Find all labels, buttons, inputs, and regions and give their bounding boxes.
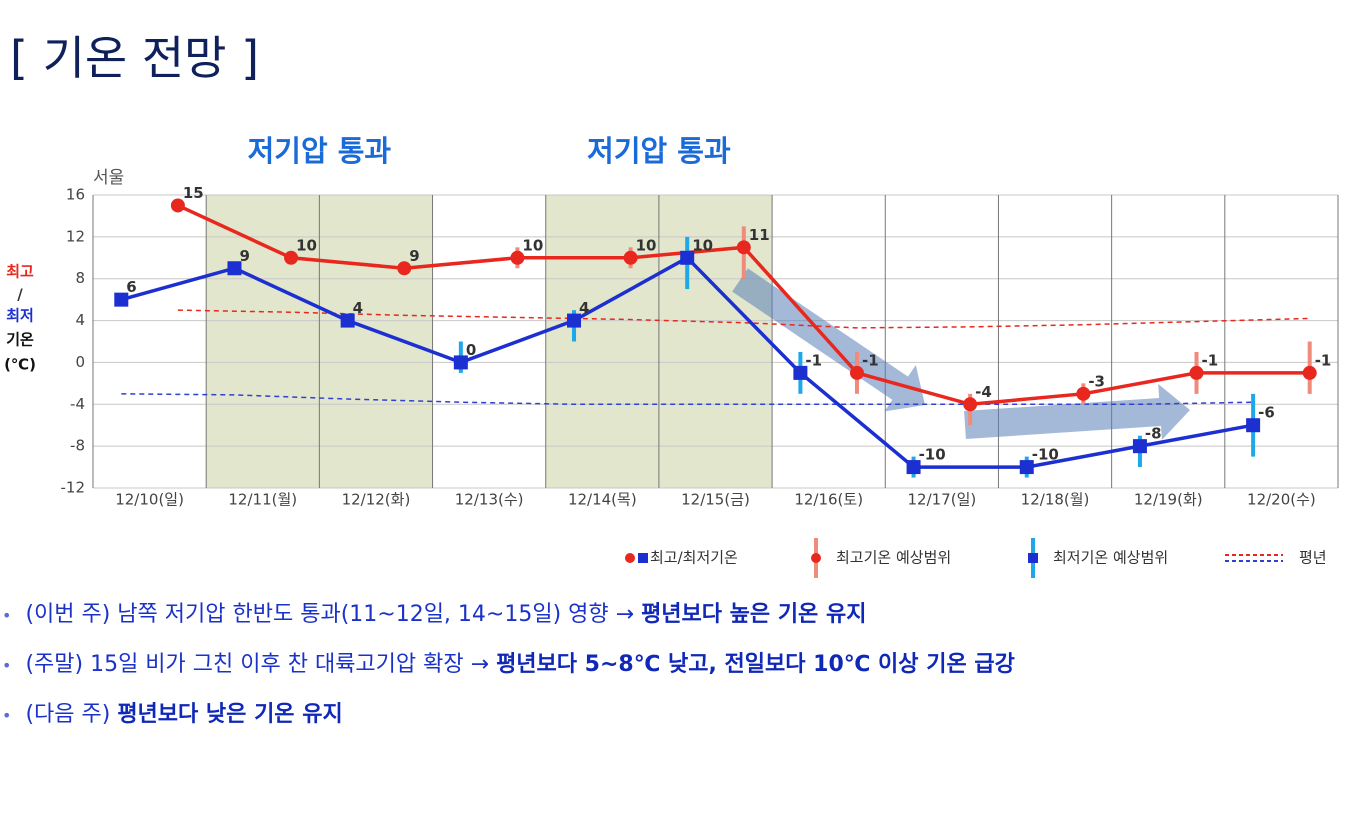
data-label: 11 <box>749 226 770 244</box>
point <box>1019 460 1034 475</box>
point <box>963 397 978 412</box>
x-tick-label: 12/11(월) <box>228 491 297 509</box>
bullet: (주말) 15일 비가 그친 이후 찬 대륙고기압 확장 → 평년보다 5~8℃… <box>0 646 1015 696</box>
bullet-text: (다음 주) <box>25 702 118 727</box>
data-label: -1 <box>862 351 879 369</box>
point <box>849 365 864 380</box>
point <box>284 250 299 265</box>
data-label: 10 <box>522 236 543 254</box>
x-tick-label: 12/19(화) <box>1134 491 1203 509</box>
bullet-text: (이번 주) 남쪽 저기압 한반도 통과(11~12일, 14~15일) 영향 … <box>25 602 642 627</box>
legend-marker <box>811 553 821 563</box>
y-tick-label: -4 <box>70 395 85 413</box>
point <box>793 365 808 380</box>
y-tick-label: -12 <box>61 479 86 497</box>
data-label: -1 <box>805 351 822 369</box>
data-label: -8 <box>1145 425 1162 443</box>
bullet-emphasis: 평년보다 낮은 기온 유지 <box>117 702 343 727</box>
data-label: 10 <box>692 236 713 254</box>
x-tick-label: 12/15(금) <box>681 491 750 509</box>
bullet: (이번 주) 남쪽 저기압 한반도 통과(11~12일, 14~15일) 영향 … <box>0 596 1015 646</box>
page-title: [ 기온 전망 ] <box>10 31 260 85</box>
point <box>906 460 921 475</box>
bullet-list: (이번 주) 남쪽 저기압 한반도 통과(11~12일, 14~15일) 영향 … <box>0 596 1015 746</box>
y-axis-label: (℃) <box>4 356 36 374</box>
data-label: -4 <box>975 383 992 401</box>
y-tick-label: 12 <box>66 227 85 245</box>
data-label: -6 <box>1258 404 1275 422</box>
data-label: -1 <box>1202 351 1219 369</box>
point <box>736 240 751 255</box>
data-label: 10 <box>296 236 317 254</box>
data-label: 15 <box>183 184 204 202</box>
point <box>227 261 242 276</box>
point <box>1132 439 1147 454</box>
point <box>510 250 525 265</box>
span-label: 저기압 통과 <box>587 134 731 168</box>
data-label: -10 <box>919 446 946 464</box>
trend-arrow <box>964 384 1190 440</box>
legend-marker <box>625 553 635 563</box>
point <box>1189 365 1204 380</box>
span-label: 저기압 통과 <box>248 134 392 168</box>
y-axis-label: 최저 <box>6 307 34 325</box>
bullet-emphasis: 평년보다 높은 기온 유지 <box>641 602 867 627</box>
data-label: 0 <box>466 341 476 359</box>
x-tick-label: 12/13(수) <box>455 491 524 509</box>
station-label: 서울 <box>93 168 124 188</box>
y-tick-label: 0 <box>75 353 85 371</box>
point <box>397 261 412 276</box>
legend-label: 평년 <box>1299 549 1327 567</box>
x-tick-label: 12/18(월) <box>1021 491 1090 509</box>
legend-label: 최고기온 예상범위 <box>836 549 951 567</box>
point <box>567 313 582 328</box>
legend-label: 최고/최저기온 <box>650 549 738 567</box>
y-tick-label: 8 <box>75 269 85 287</box>
y-axis-label: 최고 <box>6 263 34 281</box>
point <box>1076 386 1091 401</box>
x-tick-label: 12/20(수) <box>1247 491 1316 509</box>
point <box>453 355 468 370</box>
y-axis-label: / <box>17 286 23 304</box>
data-label: -10 <box>1032 446 1059 464</box>
legend-marker <box>1028 553 1038 563</box>
point <box>170 198 185 213</box>
x-tick-label: 12/14(목) <box>568 491 637 509</box>
x-tick-label: 12/12(화) <box>342 491 411 509</box>
point <box>1302 365 1317 380</box>
point <box>340 313 355 328</box>
x-tick-label: 12/17(일) <box>907 491 976 509</box>
point <box>623 250 638 265</box>
data-label: 4 <box>579 299 589 317</box>
y-tick-label: 16 <box>66 186 85 204</box>
data-label: 4 <box>353 299 363 317</box>
x-tick-label: 12/16(토) <box>794 491 863 509</box>
data-label: -3 <box>1088 372 1105 390</box>
bullet-text: (주말) 15일 비가 그친 이후 찬 대륙고기압 확장 → <box>25 652 497 677</box>
bullet-emphasis: 평년보다 5~8℃ 낮고, 전일보다 10℃ 이상 기온 급강 <box>496 652 1015 677</box>
point <box>114 292 129 307</box>
point <box>1246 418 1261 433</box>
data-label: 6 <box>126 278 136 296</box>
chart: 저기압 통과 저기압 통과 -12 -8 -4 0 4 8 12 16 12/10(일) 12/11(… <box>4 134 1339 578</box>
y-tick-label: 4 <box>75 311 85 329</box>
bullet: (다음 주) 평년보다 낮은 기온 유지 <box>0 696 1015 746</box>
y-axis-label: 기온 <box>6 331 34 349</box>
legend-marker <box>638 553 648 563</box>
x-tick-label: 12/10(일) <box>115 491 184 509</box>
data-label: 9 <box>239 247 249 265</box>
point <box>680 250 695 265</box>
data-label: -1 <box>1315 351 1332 369</box>
y-tick-label: -8 <box>70 437 85 455</box>
legend-label: 최저기온 예상범위 <box>1053 549 1168 567</box>
data-label: 9 <box>409 247 419 265</box>
data-label: 10 <box>636 236 657 254</box>
